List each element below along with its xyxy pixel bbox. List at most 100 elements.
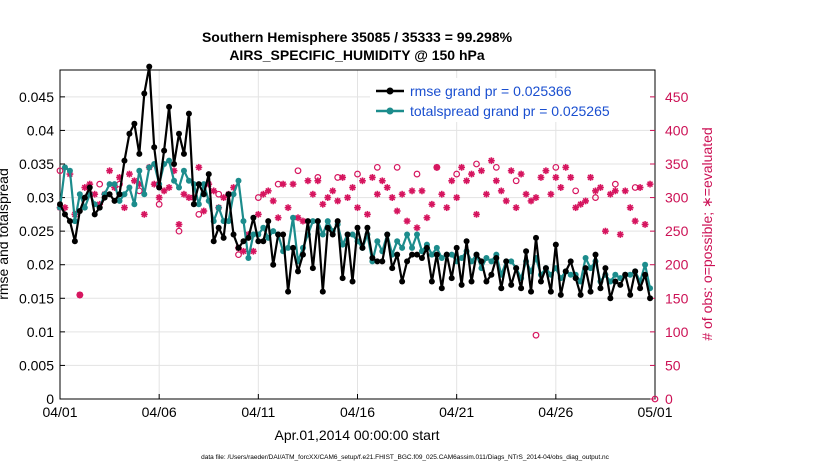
obs-possible-point bbox=[56, 167, 64, 175]
series-point-rmse bbox=[369, 255, 376, 261]
series-point-rmse bbox=[126, 130, 133, 137]
series-point-totalspread bbox=[319, 231, 326, 238]
obs-possible-point bbox=[96, 180, 104, 188]
series-point-totalspread bbox=[195, 201, 202, 208]
series-point-rmse bbox=[399, 278, 406, 285]
obs-evaluated-point bbox=[646, 180, 654, 188]
obs-evaluated-point bbox=[557, 184, 565, 191]
series-point-totalspread bbox=[438, 255, 445, 261]
series-point-rmse bbox=[205, 171, 212, 178]
y-tick-label: 0.015 bbox=[19, 290, 54, 306]
series-point-rmse bbox=[537, 278, 544, 285]
series-point-rmse bbox=[354, 224, 361, 231]
obs-evaluated-point bbox=[487, 157, 495, 165]
series-point-totalspread bbox=[185, 177, 192, 184]
y-tick-label-right: 200 bbox=[665, 257, 689, 273]
obs-evaluated-point bbox=[61, 204, 69, 212]
series-point-rmse bbox=[295, 268, 301, 275]
series-point-totalspread bbox=[409, 244, 416, 251]
obs-possible-point bbox=[393, 163, 401, 171]
obs-evaluated-point bbox=[443, 204, 451, 212]
series-point-rmse bbox=[547, 288, 554, 295]
obs-evaluated-point bbox=[448, 177, 456, 185]
obs-evaluated-point bbox=[577, 200, 585, 208]
obs-evaluated-point bbox=[403, 217, 411, 225]
series-point-rmse bbox=[528, 288, 535, 295]
y-tick-label: 0.02 bbox=[27, 257, 54, 273]
series-point-rmse bbox=[131, 120, 138, 127]
series-line-totalspread bbox=[58, 159, 652, 289]
series-point-rmse bbox=[141, 90, 148, 97]
series-point-totalspread bbox=[171, 177, 178, 184]
obs-evaluated-point bbox=[210, 187, 218, 195]
series-point-rmse bbox=[428, 278, 435, 285]
series-point-rmse bbox=[374, 258, 381, 265]
obs-evaluated-point bbox=[279, 180, 287, 188]
series-point-rmse bbox=[71, 238, 78, 245]
series-point-rmse bbox=[225, 191, 232, 198]
obs-evaluated-point bbox=[517, 170, 525, 178]
obs-evaluated-point bbox=[180, 190, 188, 198]
obs-evaluated-point bbox=[552, 174, 560, 181]
series-point-totalspread bbox=[642, 261, 649, 268]
series-point-rmse bbox=[463, 238, 470, 245]
series-point-rmse bbox=[61, 211, 68, 218]
series-point-rmse bbox=[349, 278, 356, 285]
obs-evaluated-point bbox=[438, 190, 446, 198]
series-point-rmse bbox=[493, 255, 500, 261]
data-file-footer: data file: /Users/raeder/DAI/ATM_forcXX/… bbox=[201, 454, 610, 461]
y-tick-label-right: 450 bbox=[665, 89, 689, 105]
y-tick-label-right: 350 bbox=[665, 156, 689, 172]
series-point-rmse bbox=[180, 150, 187, 157]
series-point-totalspread bbox=[76, 191, 83, 198]
series-point-rmse bbox=[166, 103, 173, 110]
axis-ticks: 04/01 04/06 04/11 04/16 04/21 04/26 05/0100.00… bbox=[19, 89, 689, 420]
series-point-totalspread bbox=[612, 271, 619, 278]
obs-evaluated-point bbox=[254, 210, 262, 218]
obs-evaluated-point bbox=[329, 187, 337, 195]
series-point-rmse bbox=[607, 295, 614, 302]
series-point-rmse bbox=[508, 281, 515, 288]
obs-evaluated-point bbox=[468, 170, 475, 178]
series-point-totalspread bbox=[458, 255, 465, 261]
obs-evaluated-point bbox=[611, 187, 619, 195]
obs-evaluated-point bbox=[636, 184, 644, 191]
y-tick-label-right: 0 bbox=[665, 391, 673, 407]
series-point-rmse bbox=[304, 218, 311, 225]
series-point-rmse bbox=[577, 291, 584, 298]
obs-possible-point bbox=[572, 187, 580, 195]
x-tick-label: 05/01 bbox=[637, 404, 672, 420]
series-point-rmse bbox=[339, 275, 346, 282]
series-point-totalspread bbox=[215, 204, 222, 211]
obs-evaluated-point bbox=[606, 190, 614, 198]
obs-evaluated-point bbox=[542, 167, 550, 175]
obs-evaluated-point bbox=[106, 167, 113, 175]
obs-possible-point bbox=[254, 194, 262, 201]
series-point-totalspread bbox=[508, 258, 515, 265]
series-point-rmse bbox=[255, 238, 262, 245]
series-point-rmse bbox=[319, 288, 326, 295]
series-point-rmse bbox=[121, 157, 128, 164]
series-point-rmse bbox=[642, 271, 649, 278]
series-point-rmse bbox=[458, 281, 465, 288]
obs-evaluated-point bbox=[631, 217, 639, 225]
obs-evaluated-point bbox=[463, 177, 470, 185]
series-point-totalspread bbox=[146, 164, 153, 171]
series-point-totalspread bbox=[285, 244, 292, 251]
series-point-totalspread bbox=[240, 218, 247, 225]
series-point-rmse bbox=[185, 110, 192, 117]
obs-evaluated-point bbox=[621, 187, 629, 195]
obs-evaluated-point bbox=[497, 187, 505, 195]
obs-evaluated-point bbox=[483, 190, 490, 198]
obs-evaluated-point bbox=[502, 197, 510, 205]
series-point-rmse bbox=[414, 251, 420, 258]
series-point-totalspread bbox=[235, 177, 242, 184]
chart-title: Southern Hemisphere 35085 / 35333 = 99.2… bbox=[202, 29, 513, 45]
obs-evaluated-point bbox=[616, 231, 624, 238]
series-point-rmse bbox=[438, 285, 445, 292]
series-point-rmse bbox=[250, 214, 257, 221]
legend-marker-totalspread bbox=[386, 107, 394, 115]
obs-evaluated-point bbox=[532, 194, 540, 201]
series-point-rmse bbox=[498, 285, 505, 292]
series-point-rmse bbox=[518, 285, 525, 292]
